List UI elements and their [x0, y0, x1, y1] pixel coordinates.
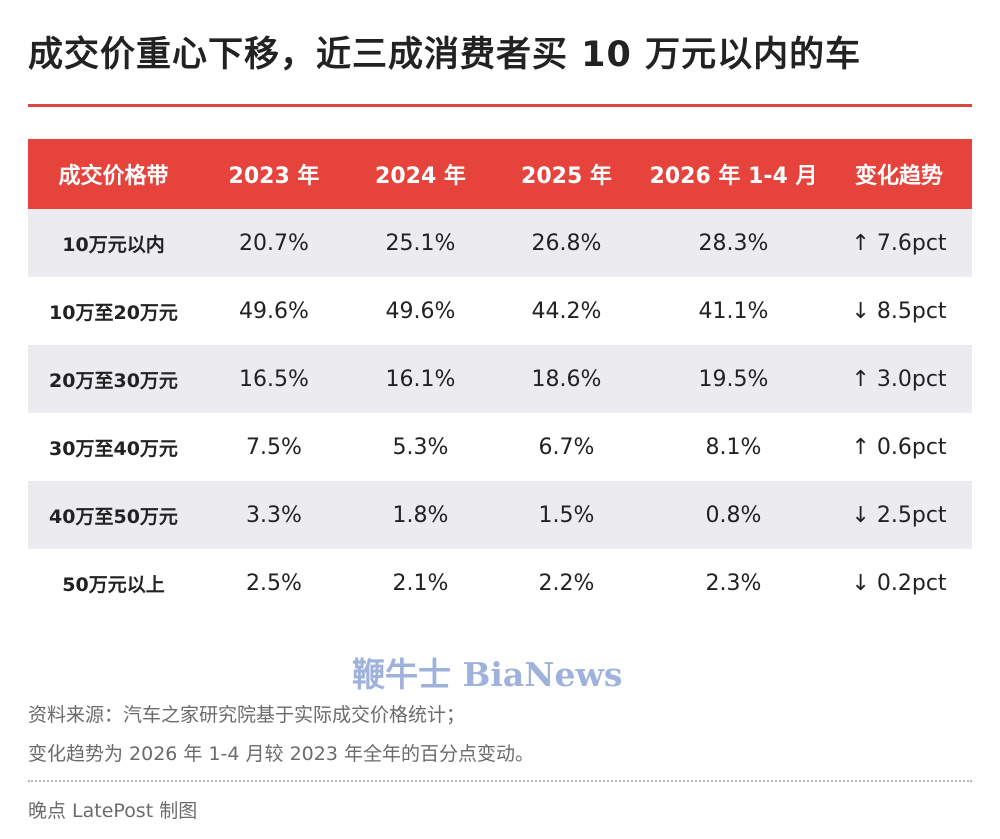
- table-row: 40万至50万元 3.3% 1.8% 1.5% 0.8% ↓ 2.5pct: [28, 481, 972, 549]
- table-cell: 0.8%: [641, 481, 826, 549]
- header-cell: 变化趋势: [826, 139, 972, 209]
- trend-cell: ↓ 8.5pct: [851, 298, 947, 324]
- header-cell: 2025 年: [492, 139, 641, 209]
- table-cell: 49.6%: [239, 298, 309, 324]
- table-cell: 1.5%: [492, 481, 641, 549]
- source-note: 资料来源：汽车之家研究院基于实际成交价格统计；: [28, 704, 466, 726]
- table-row: 10万元以内 20.7% 25.1% 26.8% 28.3% ↑ 7.6pct: [28, 209, 972, 277]
- table-cell: 41.1%: [698, 298, 769, 324]
- table-cell: 8.1%: [705, 434, 762, 460]
- table-cell: 2.1%: [392, 570, 449, 596]
- price-band-cell: 30万至40万元: [49, 437, 178, 460]
- table-cell: 26.8%: [492, 209, 641, 277]
- table-cell: 1.8%: [349, 481, 492, 549]
- price-band-cell: 10万元以内: [28, 209, 199, 277]
- table-cell: 49.6%: [385, 298, 456, 324]
- credit-line: 晚点 LatePost 制图: [28, 800, 198, 822]
- table-cell: 3.3%: [199, 481, 349, 549]
- table-cell: 44.2%: [531, 298, 602, 324]
- data-table: 成交价格带 2023 年 2024 年 2025 年 2026 年 1-4 月 …: [28, 139, 972, 617]
- table-row: 50万元以上 2.5% 2.1% 2.2% 2.3% ↓ 0.2pct: [28, 549, 972, 617]
- dotted-divider: [28, 780, 972, 782]
- trend-cell: ↓ 2.5pct: [826, 481, 972, 549]
- brand-watermark: 鞭牛士 BiaNews: [352, 655, 623, 694]
- table-cell: 16.1%: [349, 345, 492, 413]
- header-cell: 2026 年 1-4 月: [641, 139, 826, 209]
- table-cell: 2.5%: [246, 570, 302, 596]
- table-row: 10万至20万元 49.6% 49.6% 44.2% 41.1% ↓ 8.5pc…: [28, 277, 972, 345]
- header-cell: 成交价格带: [28, 139, 199, 209]
- header-cell: 2023 年: [199, 139, 349, 209]
- header-cell: 2024 年: [349, 139, 492, 209]
- title-divider: [28, 104, 972, 107]
- table-cell: 2.3%: [705, 570, 762, 596]
- table-cell: 16.5%: [199, 345, 349, 413]
- trend-cell: ↑ 0.6pct: [851, 434, 947, 460]
- price-band-cell: 50万元以上: [62, 573, 165, 596]
- table-cell: 19.5%: [641, 345, 826, 413]
- table-cell: 18.6%: [492, 345, 641, 413]
- table-cell: 2.2%: [538, 570, 595, 596]
- price-band-cell: 40万至50万元: [28, 481, 199, 549]
- trend-cell: ↑ 3.0pct: [826, 345, 972, 413]
- price-band-cell: 10万至20万元: [49, 301, 178, 324]
- page-title: 成交价重心下移，近三成消费者买 10 万元以内的车: [28, 35, 862, 75]
- table-cell: 6.7%: [538, 434, 595, 460]
- table-cell: 5.3%: [392, 434, 449, 460]
- table-cell: 28.3%: [641, 209, 826, 277]
- trend-cell: ↓ 0.2pct: [851, 570, 947, 596]
- table-cell: 25.1%: [349, 209, 492, 277]
- table-cell: 20.7%: [199, 209, 349, 277]
- table-row: 30万至40万元 7.5% 5.3% 6.7% 8.1% ↑ 0.6pct: [28, 413, 972, 481]
- trend-cell: ↑ 7.6pct: [826, 209, 972, 277]
- table-header-row: 成交价格带 2023 年 2024 年 2025 年 2026 年 1-4 月 …: [28, 139, 972, 209]
- price-band-cell: 20万至30万元: [28, 345, 199, 413]
- source-note: 变化趋势为 2026 年 1-4 月较 2023 年全年的百分点变动。: [28, 743, 534, 765]
- table-cell: 7.5%: [246, 434, 302, 460]
- table-row: 20万至30万元 16.5% 16.1% 18.6% 19.5% ↑ 3.0pc…: [28, 345, 972, 413]
